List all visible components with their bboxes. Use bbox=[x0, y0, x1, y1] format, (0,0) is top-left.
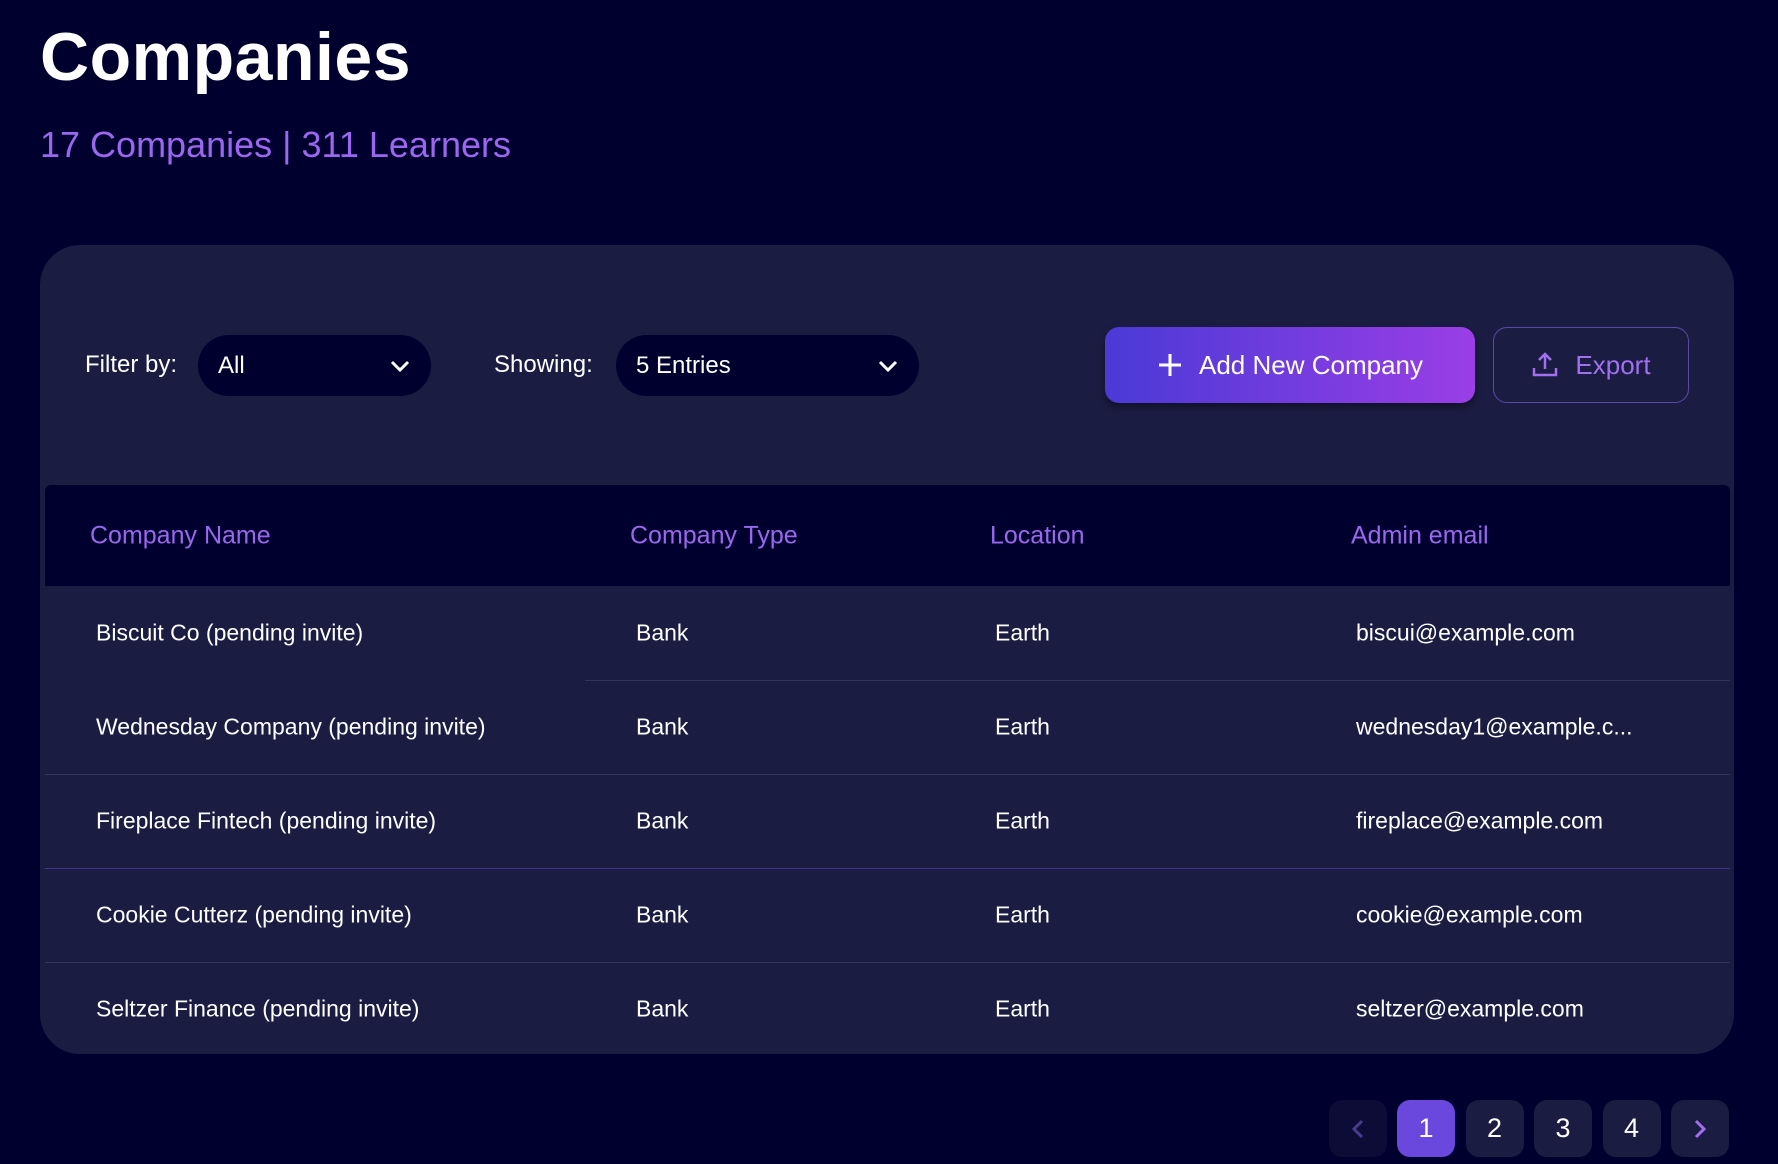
company-type-cell: Bank bbox=[636, 807, 689, 834]
company-name-cell: Cookie Cutterz (pending invite) bbox=[96, 901, 412, 928]
prev-page-button[interactable] bbox=[1329, 1100, 1387, 1157]
export-button[interactable]: Export bbox=[1493, 327, 1689, 403]
company-name-cell: Seltzer Finance (pending invite) bbox=[96, 995, 420, 1022]
admin-email-cell: fireplace@example.com bbox=[1356, 807, 1604, 834]
showing-value: 5 Entries bbox=[636, 351, 731, 379]
chevron-right-icon bbox=[1694, 1119, 1707, 1138]
location-cell: Earth bbox=[995, 713, 1050, 740]
table-row[interactable]: Biscuit Co (pending invite) Bank Earth bisc… bbox=[45, 586, 1730, 680]
add-new-company-button[interactable]: Add New Company bbox=[1105, 327, 1475, 403]
table-row[interactable]: Cookie Cutterz (pending invite) Bank Earth… bbox=[45, 868, 1730, 962]
chevron-down-icon bbox=[878, 360, 898, 372]
column-header-admin-email[interactable]: Admin email bbox=[1351, 521, 1489, 549]
upload-icon bbox=[1533, 352, 1558, 377]
row-divider bbox=[45, 962, 1730, 963]
company-name-cell: Biscuit Co (pending invite) bbox=[96, 619, 364, 646]
plus-icon bbox=[1159, 354, 1181, 376]
showing-label: Showing: bbox=[494, 351, 593, 378]
companies-card: Filter by: All Showing: 5 Entries Add Ne… bbox=[40, 245, 1734, 1054]
filter-label: Filter by: bbox=[85, 351, 178, 378]
export-label: Export bbox=[1575, 349, 1651, 380]
row-divider bbox=[45, 868, 1730, 869]
chevron-down-icon bbox=[390, 360, 410, 372]
page-button-3[interactable]: 3 bbox=[1534, 1100, 1592, 1157]
column-header-location[interactable]: Location bbox=[990, 521, 1085, 549]
admin-email-cell: seltzer@example.com bbox=[1356, 995, 1584, 1022]
column-header-company-type[interactable]: Company Type bbox=[630, 521, 798, 549]
location-cell: Earth bbox=[995, 995, 1050, 1022]
filter-value: All bbox=[218, 351, 245, 379]
page-title: Companies bbox=[40, 19, 412, 95]
location-cell: Earth bbox=[995, 807, 1050, 834]
column-header-company-name[interactable]: Company Name bbox=[90, 521, 271, 549]
page-button-4[interactable]: 4 bbox=[1602, 1100, 1661, 1157]
chevron-left-icon bbox=[1351, 1119, 1364, 1138]
admin-email-cell: wednesday1@example.c... bbox=[1356, 713, 1633, 740]
page-button-1[interactable]: 1 bbox=[1397, 1100, 1455, 1157]
admin-email-cell: cookie@example.com bbox=[1356, 901, 1583, 928]
page-subtitle: 17 Companies | 311 Learners bbox=[40, 124, 511, 165]
row-divider bbox=[45, 774, 1730, 775]
table-row[interactable]: Seltzer Finance (pending invite) Bank Eart… bbox=[45, 962, 1730, 1054]
row-divider bbox=[585, 680, 1730, 681]
showing-dropdown[interactable]: 5 Entries bbox=[616, 335, 919, 396]
company-type-cell: Bank bbox=[636, 995, 689, 1022]
admin-email-cell: biscui@example.com bbox=[1356, 619, 1575, 646]
table-row[interactable]: Wednesday Company (pending invite) Bank Ea… bbox=[45, 680, 1730, 774]
table-row[interactable]: Fireplace Fintech (pending invite) Bank Ea… bbox=[45, 774, 1730, 868]
filter-dropdown[interactable]: All bbox=[198, 335, 431, 396]
next-page-button[interactable] bbox=[1671, 1100, 1729, 1157]
company-type-cell: Bank bbox=[636, 901, 689, 928]
page-button-2[interactable]: 2 bbox=[1465, 1100, 1524, 1157]
location-cell: Earth bbox=[995, 901, 1050, 928]
company-name-cell: Wednesday Company (pending invite) bbox=[96, 713, 486, 740]
location-cell: Earth bbox=[995, 619, 1050, 646]
company-type-cell: Bank bbox=[636, 619, 689, 646]
company-name-cell: Fireplace Fintech (pending invite) bbox=[96, 807, 437, 834]
table-header: Company Name Company Type Location Admin… bbox=[45, 485, 1730, 586]
add-label: Add New Company bbox=[1199, 349, 1423, 380]
company-type-cell: Bank bbox=[636, 713, 689, 740]
